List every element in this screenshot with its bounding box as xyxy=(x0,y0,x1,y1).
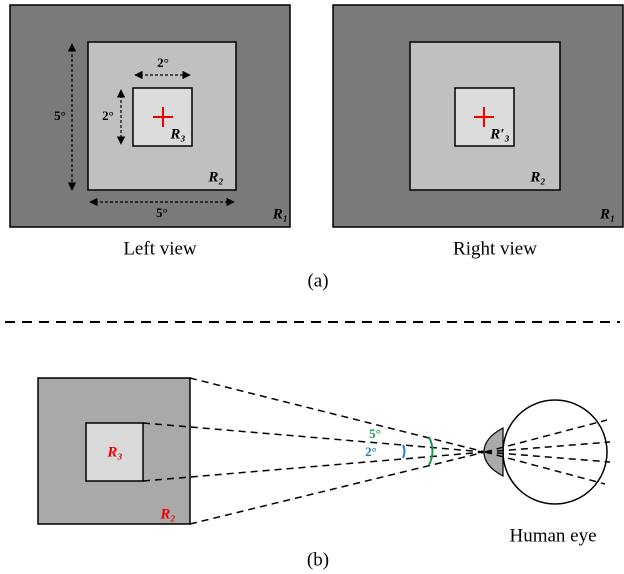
panel-caption: (b) xyxy=(307,549,329,570)
middle-label: R₂ xyxy=(207,169,223,185)
inner-label: R′₃ xyxy=(489,126,509,142)
caption: Right view xyxy=(453,238,537,259)
eye-label: Human eye xyxy=(509,525,596,546)
middle-label: R₂ xyxy=(529,169,545,185)
fixation-cross xyxy=(474,107,494,127)
outer-label: R₁ xyxy=(272,206,288,222)
retina-lines xyxy=(484,419,611,485)
region-r3 xyxy=(454,87,515,147)
panel-caption: (a) xyxy=(307,270,328,291)
eyeball xyxy=(502,399,608,505)
caption: Left view xyxy=(123,238,197,259)
region-r3 xyxy=(85,422,144,482)
width-label: 5° xyxy=(156,205,168,220)
middle-label: R₂ xyxy=(159,506,175,522)
panel-b: 5° 2° R₃ R₂ Human eye xyxy=(37,377,611,546)
left-view: 5° 5° 2° 2° R₃ R₂ R₁ Left view xyxy=(9,4,291,259)
height-label: 5° xyxy=(54,108,66,123)
right-view: R′₃ R₂ R₁ Right view xyxy=(332,4,624,259)
inner-label: R₃ xyxy=(106,444,122,460)
cornea xyxy=(483,427,504,477)
fixation-cross xyxy=(153,107,173,127)
inner-height-label: 2° xyxy=(102,108,114,123)
outer-label: R₁ xyxy=(599,206,615,222)
outer-angle-arc xyxy=(428,436,434,466)
sight-lines xyxy=(142,377,486,525)
inner-angle-arc xyxy=(402,444,406,459)
inner-label: R₃ xyxy=(169,126,185,142)
inner-angle-label: 2° xyxy=(365,444,377,459)
outer-angle-label: 5° xyxy=(369,426,381,441)
inner-width-label: 2° xyxy=(157,55,169,70)
